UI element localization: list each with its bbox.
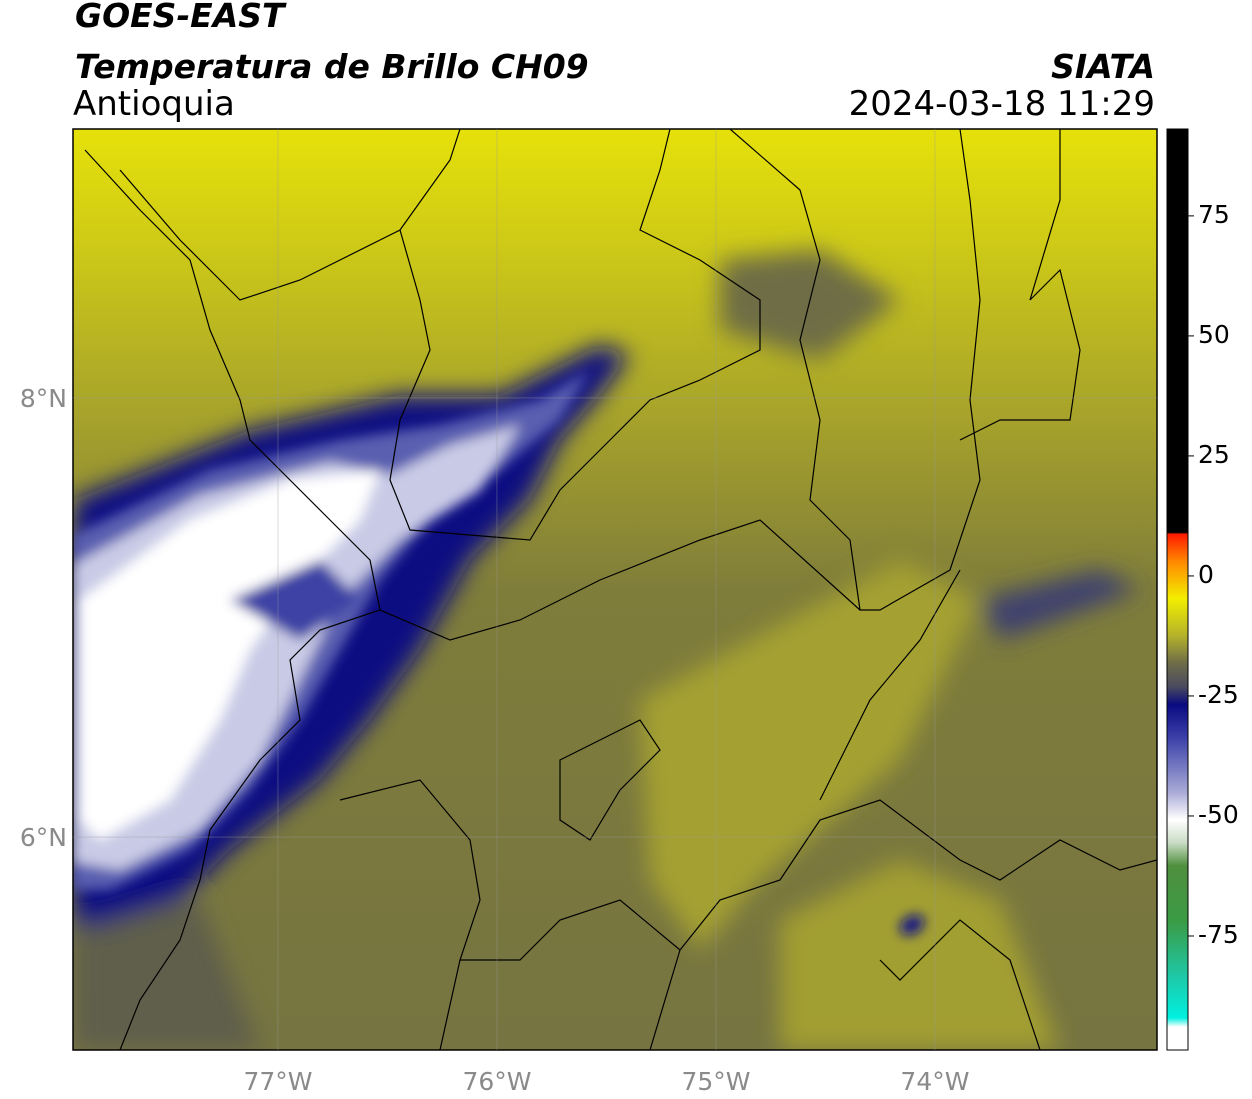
colorbar-tick-label: 50 <box>1198 320 1230 349</box>
x-tick-label: 76°W <box>462 1067 531 1096</box>
subtitle: Temperatura de Brillo CH09 <box>75 47 589 86</box>
region: Antioquia <box>73 84 235 124</box>
colorbar-tick-label: 25 <box>1198 440 1230 469</box>
colorbar-tick-label: -25 <box>1198 680 1239 709</box>
colorbar-tick-label: 0 <box>1198 560 1214 589</box>
map-frame <box>72 128 1158 1051</box>
colorbar-tick-label: -75 <box>1198 920 1239 949</box>
datetime: 2024-03-18 11:29 <box>849 84 1155 124</box>
colorbar-tick-label: -50 <box>1198 800 1239 829</box>
x-tick-label: 75°W <box>681 1067 750 1096</box>
agency: SIATA <box>1051 47 1155 86</box>
x-tick-label: 74°W <box>900 1067 969 1096</box>
colorbar-tick-label: 75 <box>1198 200 1230 229</box>
title: GOES-EAST <box>75 0 287 35</box>
y-tick-label: 8°N <box>20 384 67 413</box>
colorbar <box>1166 128 1189 1051</box>
y-tick-label: 6°N <box>20 823 67 852</box>
x-tick-label: 77°W <box>243 1067 312 1096</box>
map-image <box>73 129 1157 1050</box>
